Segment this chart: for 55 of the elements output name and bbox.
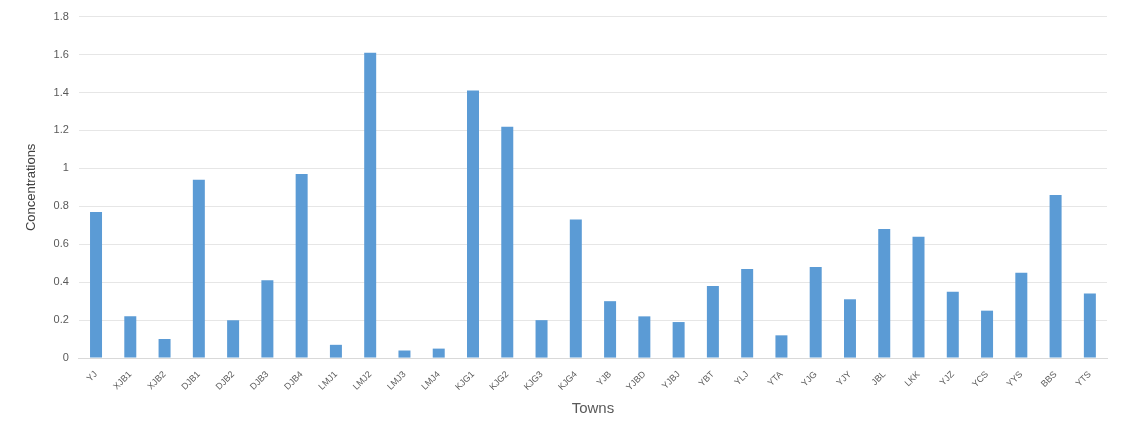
bar bbox=[672, 322, 685, 358]
bar bbox=[912, 236, 925, 358]
bar bbox=[261, 280, 274, 358]
bar bbox=[501, 126, 514, 358]
bar bbox=[569, 219, 582, 358]
bar bbox=[398, 350, 411, 358]
x-tick-label: YTA bbox=[765, 369, 785, 388]
bar bbox=[329, 344, 342, 358]
bar bbox=[364, 52, 377, 358]
x-tick-label: YBT bbox=[696, 368, 717, 389]
x-tick-label: YYS bbox=[1004, 369, 1025, 389]
y-tick-label: 1.8 bbox=[53, 9, 69, 22]
bar bbox=[843, 299, 856, 358]
y-tick-label: 0 bbox=[62, 351, 69, 364]
bar bbox=[227, 320, 240, 358]
x-tick-label: LKK bbox=[902, 369, 922, 389]
x-tick-label: YJ bbox=[84, 369, 100, 384]
y-axis-title: Concentrations bbox=[23, 143, 39, 232]
bar bbox=[809, 267, 822, 358]
bar bbox=[878, 229, 891, 358]
y-tick-label: 0.2 bbox=[53, 313, 69, 326]
y-tick-label: 0.8 bbox=[53, 199, 69, 212]
y-tick-label: 0.4 bbox=[53, 275, 69, 288]
y-tick-label: 1.2 bbox=[53, 123, 69, 136]
bar bbox=[295, 174, 308, 358]
x-tick-label: JBL bbox=[869, 369, 888, 388]
x-tick-label: YJZ bbox=[937, 368, 957, 388]
x-tick-label: YJY bbox=[834, 369, 854, 388]
bar bbox=[981, 310, 994, 358]
bar bbox=[706, 286, 719, 358]
x-tick-label: YTS bbox=[1073, 369, 1094, 389]
bar bbox=[1049, 194, 1062, 358]
y-tick-label: 1 bbox=[62, 161, 69, 174]
y-tick-label: 1.4 bbox=[53, 85, 69, 98]
bar bbox=[775, 335, 788, 358]
x-tick-label: YJG bbox=[799, 369, 819, 389]
bar bbox=[158, 339, 171, 358]
x-tick-label: YCS bbox=[970, 369, 991, 390]
bar bbox=[90, 212, 103, 358]
y-tick-label: 0.6 bbox=[53, 237, 69, 250]
bar bbox=[1083, 293, 1096, 358]
bar bbox=[741, 268, 754, 358]
bar bbox=[1015, 272, 1028, 358]
bar bbox=[467, 90, 479, 358]
x-tick-label: YJB bbox=[594, 369, 614, 388]
bar bbox=[604, 301, 617, 358]
bar bbox=[535, 320, 548, 358]
x-axis-title: Towns bbox=[571, 399, 615, 417]
bar bbox=[946, 291, 959, 358]
bar bbox=[432, 348, 445, 358]
bar bbox=[124, 316, 137, 358]
y-tick-label: 1.6 bbox=[53, 47, 69, 60]
bar bbox=[638, 316, 651, 358]
bar bbox=[192, 179, 205, 358]
x-tick-label: YLJ bbox=[732, 369, 751, 388]
